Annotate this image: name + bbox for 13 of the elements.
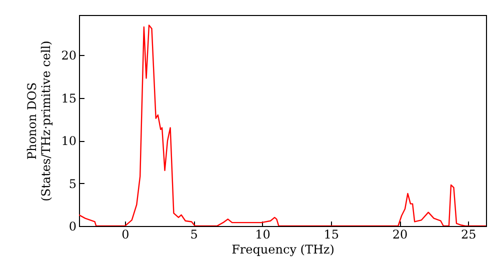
x-tick-label: 5	[190, 228, 198, 242]
x-tick-label: 20	[392, 228, 408, 242]
line-series	[79, 24, 486, 226]
x-tick-label: 15	[324, 228, 340, 242]
y-tick-label: 15	[61, 91, 76, 106]
y-tick-label: 20	[61, 48, 76, 63]
x-tick-label: 0	[122, 228, 130, 242]
y-axis-title: Phonon DOS (States/THz·primitive cell)	[25, 40, 54, 202]
x-tick-label: 10	[255, 228, 270, 242]
x-tick-label: 25	[461, 228, 476, 242]
y-tick-label: 5	[68, 176, 76, 191]
y-tick-label: 10	[61, 134, 76, 148]
x-axis-title: Frequency (THz)	[232, 242, 334, 256]
